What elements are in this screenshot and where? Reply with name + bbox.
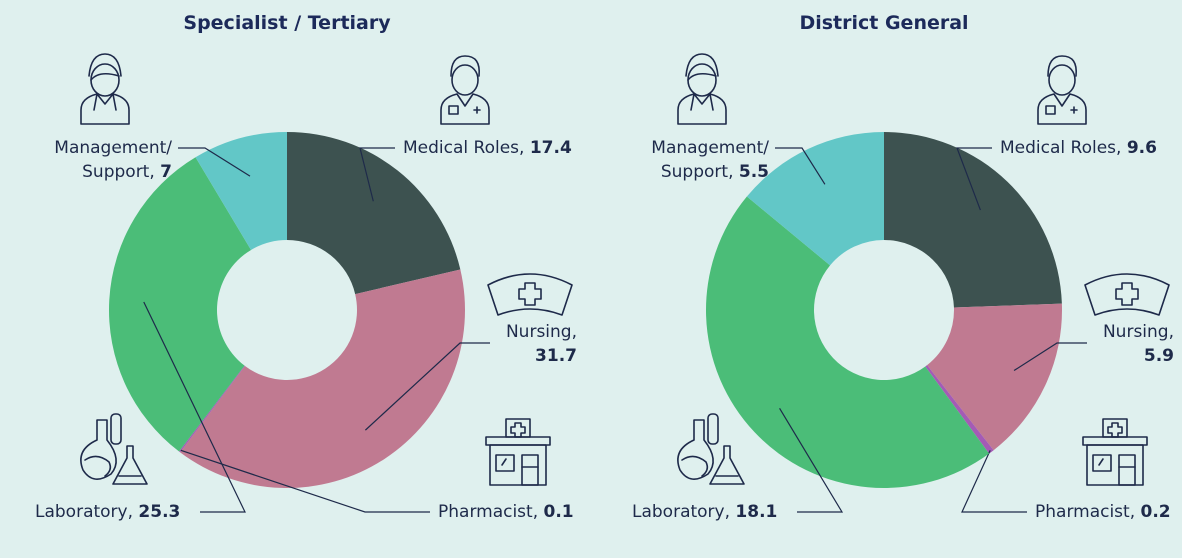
slice-label: Nursing, 31.7 [437,320,577,368]
leader-line [779,408,844,513]
slice-name: Laboratory, [35,502,134,522]
donut-slice [746,132,884,266]
slice-value: 0.2 [1140,502,1171,522]
slice-value: 31.7 [535,346,577,366]
icon [677,413,745,485]
slice-label: Pharmacist, 0.2 [1035,500,1171,524]
slice-value: 5.9 [1143,346,1174,366]
slice-name: Pharmacist, [1035,502,1136,522]
slice-name: Management/ Support, [651,138,769,182]
leader-line [359,147,395,202]
icon [440,55,490,125]
slice-label: Medical Roles, 9.6 [1000,136,1157,160]
slice-name: Medical Roles, [1000,138,1122,158]
slice-name: Laboratory, [632,502,731,522]
icon [1082,418,1148,486]
leader-line [143,301,246,513]
donut-slice [180,269,466,489]
slice-value: 9.6 [1126,138,1157,158]
slice-label: Management/ Support, 5.5 [627,136,769,184]
donut-slice [179,365,245,453]
slice-value: 25.3 [138,502,181,522]
slice-label: Management/ Support, 7 [30,136,172,184]
slice-value: 17.4 [529,138,572,158]
icon [80,413,148,485]
leader-line [1013,342,1087,372]
slice-label: Nursing, 5.9 [1034,320,1174,368]
slice-value: 7 [160,162,172,182]
icon [1084,273,1170,316]
donut-slice [927,303,1062,451]
slice-value: 5.5 [738,162,769,182]
icon [80,53,130,125]
leader-line [775,147,826,185]
leader-line [178,147,251,177]
chart-title: District General [799,12,969,34]
slice-label: Medical Roles, 17.4 [403,136,572,160]
donut-slice [108,157,252,452]
slice-label: Pharmacist, 0.1 [438,500,574,524]
slice-name: Nursing, [1102,322,1174,342]
slice-value: 0.1 [543,502,574,522]
donut-slice [706,196,990,488]
leader-line [180,449,430,513]
icon [487,273,573,316]
slice-label: Laboratory, 25.3 [35,500,180,524]
leader-line [364,342,490,431]
slice-name: Management/ Support, [54,138,172,182]
slice-label: Laboratory, 18.1 [632,500,777,524]
donut-slice [287,132,461,295]
donut-slice [925,365,994,454]
leader-line [961,450,1027,513]
slice-name: Pharmacist, [438,502,539,522]
chart-title: Specialist / Tertiary [183,12,391,34]
slice-name: Medical Roles, [403,138,525,158]
slice-name: Nursing, [505,322,577,342]
icon [1037,55,1087,125]
donut-slice [195,132,287,250]
slice-value: 18.1 [735,502,778,522]
leader-line [956,147,992,211]
icon [485,418,551,486]
donut-slice [884,132,1062,308]
icon [677,53,727,125]
